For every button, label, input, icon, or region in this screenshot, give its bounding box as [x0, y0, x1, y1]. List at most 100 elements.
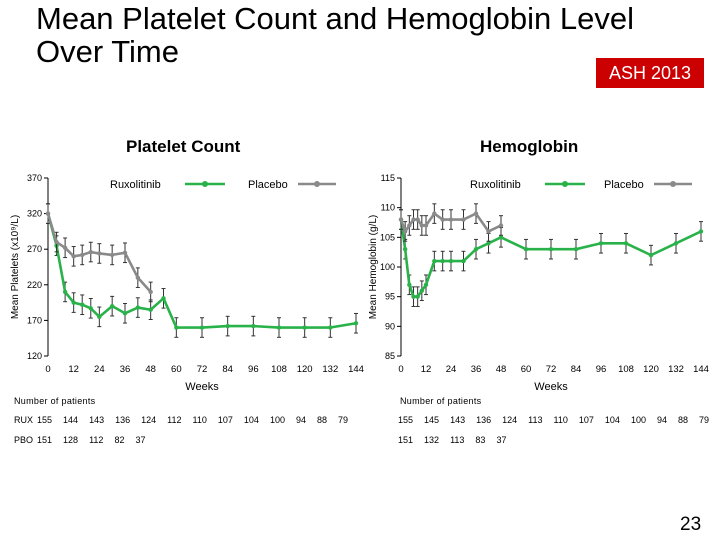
patient-count: 110 [553, 415, 568, 425]
ruxolitinib-point [88, 306, 93, 311]
patient-count: 128 [63, 435, 79, 445]
conference-badge: ASH 2013 [596, 58, 704, 88]
hemoglobin-panel-title: Hemoglobin [480, 137, 579, 156]
y-axis-title: Mean Hemoglobin (g/L) [368, 215, 379, 320]
ruxolitinib-point [174, 325, 179, 330]
y-axis-title: Mean Platelets (x10⁹/L) [10, 215, 21, 319]
x-axis-title: Weeks [185, 381, 219, 393]
ruxolitinib-point [523, 247, 529, 252]
patient-count: 88 [677, 415, 688, 425]
patient-count: 37 [135, 435, 146, 445]
ruxolitinib-point [276, 325, 282, 330]
patient-count: 155 [37, 415, 53, 425]
x-tick-label: 72 [546, 364, 557, 375]
ruxolitinib-point [109, 303, 115, 309]
patient-count: 110 [192, 415, 207, 425]
ruxolitinib-point [486, 241, 491, 246]
slide-title: Mean Platelet Count and Hemoglobin Level… [36, 1, 634, 69]
ruxolitinib-point [548, 247, 554, 252]
ruxolitinib-point [673, 241, 679, 246]
legend-ruxolitinib-label: Ruxolitinib [110, 179, 161, 191]
ruxolitinib-point [419, 288, 425, 293]
row-label: RUX [14, 415, 34, 425]
placebo-point [407, 223, 412, 228]
x-tick-label: 96 [596, 364, 607, 375]
x-tick-label: 120 [643, 364, 659, 375]
ruxolitinib-point [97, 314, 102, 320]
patient-count: 145 [424, 415, 440, 425]
x-tick-label: 36 [471, 364, 482, 375]
ruxolitinib-point [573, 247, 579, 252]
x-tick-label: 48 [145, 364, 156, 375]
patient-count: 107 [217, 415, 233, 425]
y-tick-label: 85 [385, 351, 395, 361]
placebo-point [62, 245, 68, 250]
patient-count: 143 [450, 415, 466, 425]
ruxolitinib-point [62, 289, 68, 295]
row-label: PBO [14, 435, 34, 445]
y-tick-label: 115 [381, 173, 395, 183]
y-tick-label: 220 [27, 280, 42, 290]
x-tick-label: 72 [197, 364, 208, 375]
placebo-point [135, 275, 141, 280]
x-tick-label: 24 [446, 364, 457, 375]
ruxolitinib-point [71, 300, 76, 305]
placebo-point [498, 223, 504, 228]
placebo-point [448, 217, 454, 222]
ruxolitinib-point [161, 296, 166, 301]
legend-ruxolitinib-label: Ruxolitinib [470, 179, 521, 191]
x-tick-label: 144 [693, 364, 709, 375]
y-tick-label: 110 [381, 203, 395, 213]
ruxolitinib-point [598, 241, 604, 246]
ruxolitinib-line [46, 213, 357, 329]
legend-ruxolitinib-marker [202, 181, 208, 187]
patient-count: 107 [578, 415, 594, 425]
left-table-header: Number of patients [14, 396, 96, 406]
x-tick-label: 48 [496, 364, 507, 375]
patient-count: 112 [167, 415, 182, 425]
y-tick-label: 170 [27, 315, 42, 325]
placebo-point [461, 217, 466, 222]
placebo-point [71, 254, 76, 259]
x-tick-label: 120 [297, 364, 313, 375]
patient-count: 104 [604, 415, 620, 425]
placebo-point [486, 229, 491, 234]
patient-count: 100 [630, 415, 646, 425]
ruxolitinib-point [122, 311, 128, 316]
placebo-point [122, 250, 128, 255]
right-rux-row: 155 145 143 136 124 113 110 107 104 100 94 88 79 [398, 415, 720, 425]
ruxolitinib-point [698, 229, 704, 234]
placebo-point [80, 252, 85, 258]
patient-count: 83 [475, 435, 486, 445]
x-tick-label: 60 [171, 364, 182, 375]
placebo-point [419, 223, 425, 228]
x-tick-label: 0 [45, 364, 50, 375]
x-tick-label: 84 [222, 364, 233, 375]
legend-placebo-marker [670, 181, 676, 187]
y-tick-label: 90 [385, 321, 395, 331]
legend-placebo-marker [314, 181, 320, 187]
ruxolitinib-point [80, 302, 85, 307]
patient-count: 94 [295, 415, 306, 425]
x-tick-label: 12 [68, 364, 79, 375]
placebo-point [148, 289, 153, 295]
ruxolitinib-point [402, 247, 408, 252]
ruxolitinib-point [473, 247, 479, 252]
ruxolitinib-point [225, 323, 230, 329]
ruxolitinib-point [415, 294, 420, 299]
left-rux-row: RUX 155 144 143 136 124 112 110 107 104 100 94 88 79 [14, 415, 359, 425]
patient-count: 112 [89, 435, 104, 445]
patient-count: 124 [502, 415, 518, 425]
x-tick-label: 24 [94, 364, 105, 375]
patient-count: 113 [450, 435, 465, 445]
x-tick-label: 144 [348, 364, 364, 375]
x-tick-label: 12 [421, 364, 432, 375]
placebo-point [398, 217, 404, 222]
ruxolitinib-point [461, 258, 466, 264]
patient-count: 104 [243, 415, 259, 425]
x-tick-label: 0 [398, 364, 403, 375]
patient-count: 79 [699, 415, 710, 425]
x-tick-label: 132 [668, 364, 684, 375]
patient-count: 113 [528, 415, 543, 425]
ruxolitinib-point [328, 325, 333, 330]
